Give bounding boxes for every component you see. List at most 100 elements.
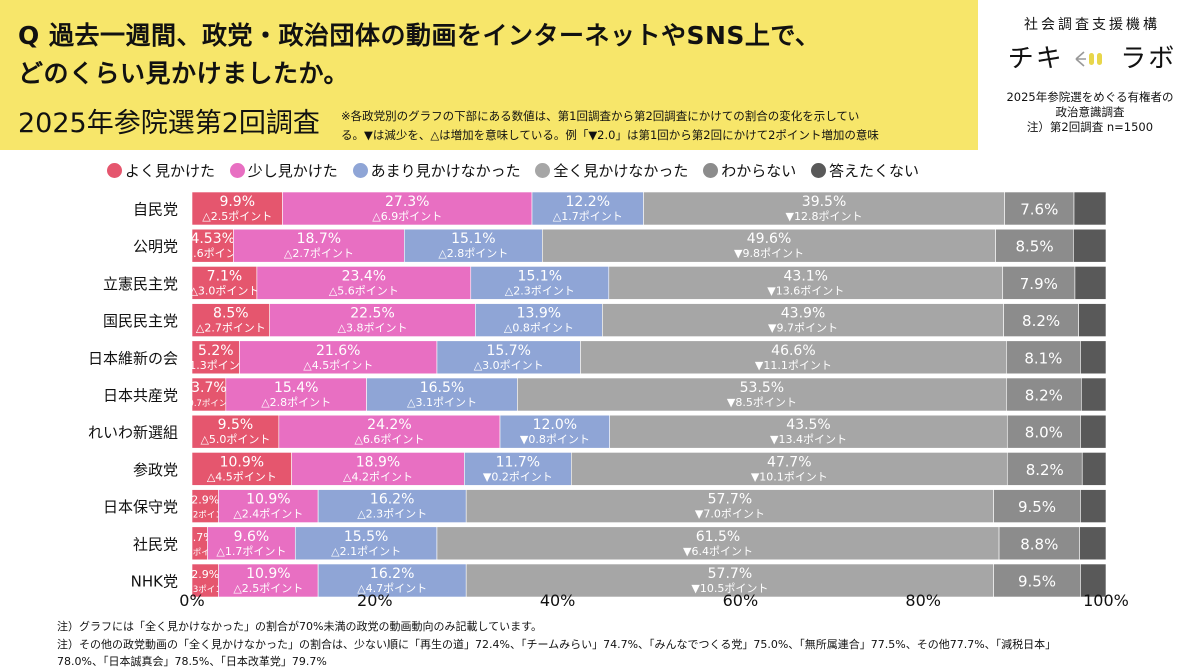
question-line-2: どのくらい見かけましたか。 <box>18 59 350 88</box>
legend-swatch <box>352 163 368 178</box>
legend-label: あまり見かけなかった <box>370 162 521 180</box>
bar-segment <box>1006 377 1082 412</box>
change-label: △2.3ポイント <box>505 284 575 297</box>
data-label: 9.5% <box>1018 573 1056 591</box>
change-label: △2.4ポイント <box>233 508 303 521</box>
data-label: 8.5% <box>213 306 249 322</box>
change-label: △1.7ポイント <box>216 545 286 558</box>
data-label: 47.7% <box>767 454 811 470</box>
footnote-2: 注）その他の政党動画の「全く見かけなかった」の割合は、少ない順に「再生の道」72… <box>57 638 1057 651</box>
bar-segment <box>1074 266 1107 300</box>
bar-segment <box>291 452 465 486</box>
bar-segment <box>993 563 1081 598</box>
change-label: △5.0ポイント <box>200 433 270 446</box>
change-label: △2.1ポイント <box>331 545 401 558</box>
bar-segment <box>282 191 533 226</box>
change-label: ▼9.7ポイント <box>768 322 838 335</box>
bar-segment <box>404 228 543 263</box>
change-label: △2.5ポイント <box>202 210 272 223</box>
bar-segment <box>1080 489 1107 523</box>
change-label: ▼10.5ポイント <box>691 582 768 595</box>
data-label: 7.1% <box>207 268 243 284</box>
legend-item: あまり見かけなかった <box>352 160 521 181</box>
data-label: 57.7% <box>708 566 752 582</box>
legend-item: わからない <box>703 160 796 181</box>
bar-segment <box>531 191 644 226</box>
change-label: △4.7ポイント <box>357 582 427 595</box>
bar-segment <box>571 452 1008 486</box>
bar-segment <box>1073 191 1107 226</box>
bar-segment <box>256 266 472 300</box>
change-label: ▼7.0ポイント <box>695 508 765 521</box>
legend-swatch <box>107 163 122 178</box>
data-label: 8.5% <box>1015 238 1053 256</box>
data-label: 2.9% <box>191 494 219 507</box>
bar-segment <box>1079 526 1107 561</box>
brand-sub-line-1: 2025年参院選をめぐる有権者の <box>1006 90 1174 104</box>
data-label: 13.9% <box>517 306 561 322</box>
change-label: ▼13.6ポイント <box>767 284 844 297</box>
change-label: △2.7ポイント <box>196 322 266 335</box>
category-label: れいわ新選組 <box>88 424 178 442</box>
data-label: 43.9% <box>781 306 825 322</box>
legend-label: わからない <box>721 162 797 180</box>
logo-mark-icon <box>1074 46 1110 67</box>
change-label: △4.2ポイント <box>343 470 413 483</box>
x-tick-label: 40% <box>540 591 576 610</box>
bar-segment <box>1080 414 1107 449</box>
change-label: ▼8.5ポイント <box>727 396 797 409</box>
bar-segment <box>191 563 219 598</box>
data-label: 18.9% <box>356 454 400 470</box>
bar-segment <box>1078 303 1107 337</box>
data-label: 15.1% <box>518 268 562 284</box>
change-label: ▼12.8ポイント <box>786 210 863 223</box>
data-label: 49.6% <box>747 231 791 247</box>
category-label: 立憲民主党 <box>103 275 178 293</box>
legend-swatch <box>535 163 551 178</box>
data-label: 16.5% <box>420 380 464 396</box>
change-label: △1.6ポイント <box>178 247 248 260</box>
bar-segment <box>580 340 1007 375</box>
bar-segment <box>1080 563 1107 598</box>
data-label: 8.2% <box>1022 312 1060 330</box>
data-label: 23.4% <box>342 268 386 284</box>
bar-segment <box>993 489 1081 523</box>
legend-label: 答えたくない <box>828 162 919 180</box>
data-label: 10.9% <box>220 454 264 470</box>
change-label: △6.9ポイント <box>372 210 442 223</box>
bar-segment <box>317 563 467 598</box>
bar-segment <box>191 303 270 337</box>
data-label: 1.7% <box>186 531 214 544</box>
data-label: 15.5% <box>344 529 388 545</box>
data-label: 61.5% <box>696 529 740 545</box>
change-label: △6.6ポイント <box>354 433 424 446</box>
change-label: ▼11.1ポイント <box>755 359 832 372</box>
data-label: 9.5% <box>218 417 254 433</box>
bar-segment <box>294 526 438 561</box>
change-label: △5.6ポイント <box>329 284 399 297</box>
bar-segment <box>465 563 994 598</box>
bar-segment <box>218 489 319 523</box>
legend-swatch <box>703 163 719 178</box>
bar-segment <box>475 303 603 337</box>
data-label: 2.9% <box>191 568 219 581</box>
data-label: 8.1% <box>1024 349 1062 367</box>
change-label: △3.8ポイント <box>338 322 408 335</box>
bar-segment <box>317 489 467 523</box>
header-banner: Q 過去一週間、政党・政治団体の動画をインターネットやSNS上で、 どのくらい見… <box>0 0 978 150</box>
change-label: △0.7ポイント <box>182 399 236 409</box>
change-label: △1.3ポイント <box>181 359 251 372</box>
bar-segment <box>1073 228 1107 263</box>
bar-segment <box>1081 452 1107 486</box>
data-label: 57.7% <box>708 492 752 508</box>
category-label: 日本保守党 <box>103 498 178 516</box>
legend-item: 答えたくない <box>810 160 919 181</box>
change-label: △2.3ポイント <box>357 508 427 521</box>
change-label: △2.5ポイント <box>233 582 303 595</box>
brand-subtitle: 2025年参院選をめぐる有権者の 政治意識調査 注）第2回調査 n=1500 <box>982 90 1198 135</box>
data-label: 43.5% <box>786 417 830 433</box>
x-tick-label: 60% <box>723 591 759 610</box>
data-label: 39.5% <box>802 194 846 210</box>
data-label: 9.5% <box>1018 498 1056 516</box>
data-label: 3.7% <box>191 380 227 396</box>
